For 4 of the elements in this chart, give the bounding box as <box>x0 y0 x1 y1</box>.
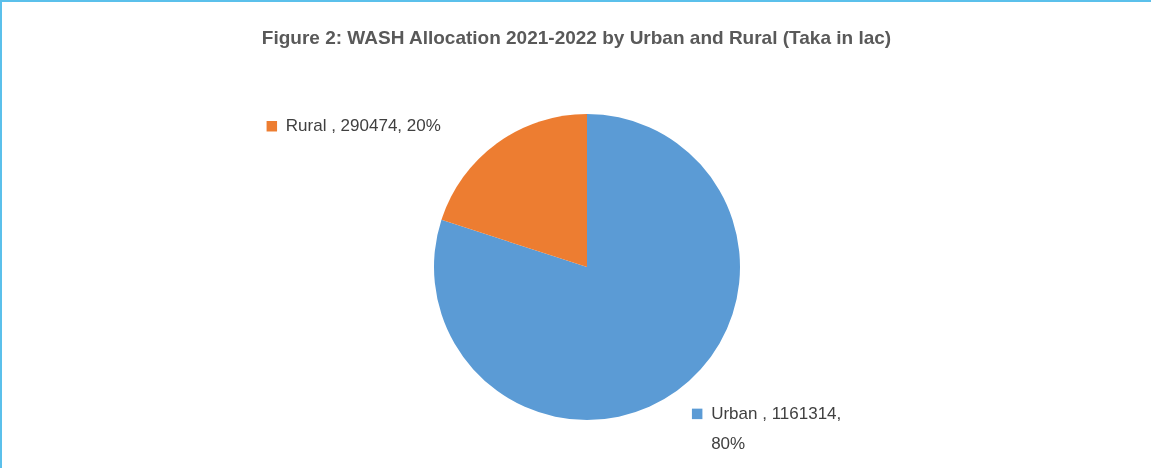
legend-label: Urban , 1161314, 80% <box>711 403 842 453</box>
pie-slice <box>441 114 587 267</box>
chart-title: Figure 2: WASH Allocation 2021-2022 by Urban and Rural (Taka in lac) <box>261 27 892 48</box>
legend-label: Rural , 290474, 20% <box>285 116 441 136</box>
